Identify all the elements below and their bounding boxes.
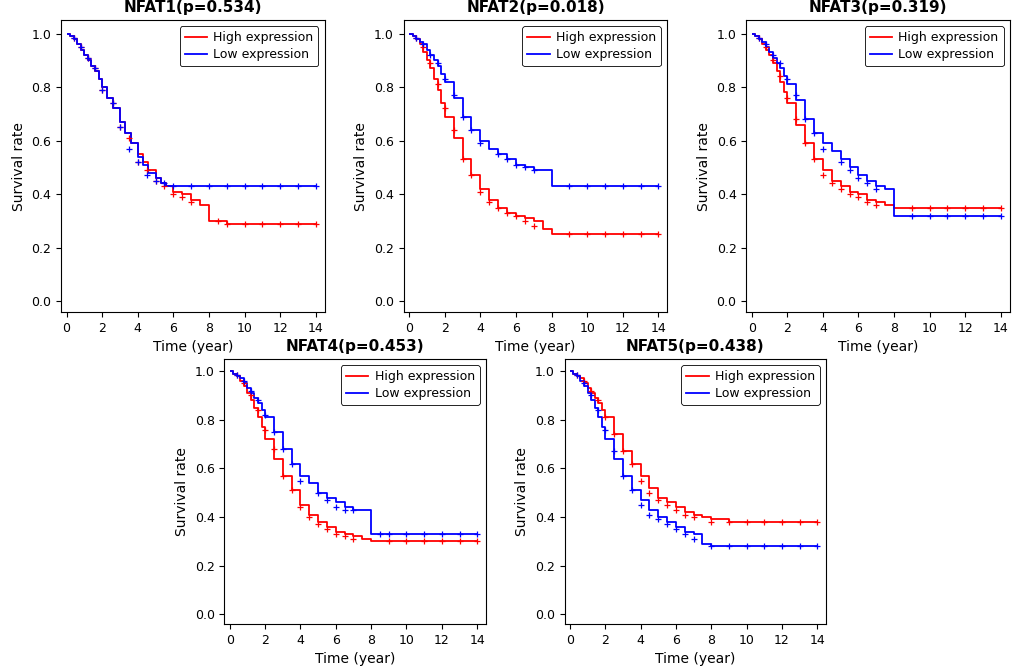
Y-axis label: Survival rate: Survival rate	[355, 121, 368, 211]
Legend: High expression, Low expression: High expression, Low expression	[864, 26, 1003, 66]
Legend: High expression, Low expression: High expression, Low expression	[522, 26, 660, 66]
X-axis label: Time (year): Time (year)	[837, 340, 917, 354]
X-axis label: Time (year): Time (year)	[315, 652, 395, 666]
Y-axis label: Survival rate: Survival rate	[12, 121, 25, 211]
Legend: High expression, Low expression: High expression, Low expression	[179, 26, 318, 66]
Title: NFAT2(p=0.018): NFAT2(p=0.018)	[466, 0, 604, 15]
Y-axis label: Survival rate: Survival rate	[515, 447, 529, 536]
Title: NFAT4(p=0.453): NFAT4(p=0.453)	[285, 339, 424, 354]
X-axis label: Time (year): Time (year)	[153, 340, 233, 354]
X-axis label: Time (year): Time (year)	[495, 340, 575, 354]
Y-axis label: Survival rate: Survival rate	[696, 121, 710, 211]
Title: NFAT1(p=0.534): NFAT1(p=0.534)	[123, 0, 262, 15]
Title: NFAT3(p=0.319): NFAT3(p=0.319)	[808, 0, 947, 15]
Y-axis label: Survival rate: Survival rate	[175, 447, 189, 536]
Title: NFAT5(p=0.438): NFAT5(p=0.438)	[626, 339, 764, 354]
Legend: High expression, Low expression: High expression, Low expression	[681, 365, 819, 405]
Legend: High expression, Low expression: High expression, Low expression	[340, 365, 479, 405]
X-axis label: Time (year): Time (year)	[654, 652, 735, 666]
